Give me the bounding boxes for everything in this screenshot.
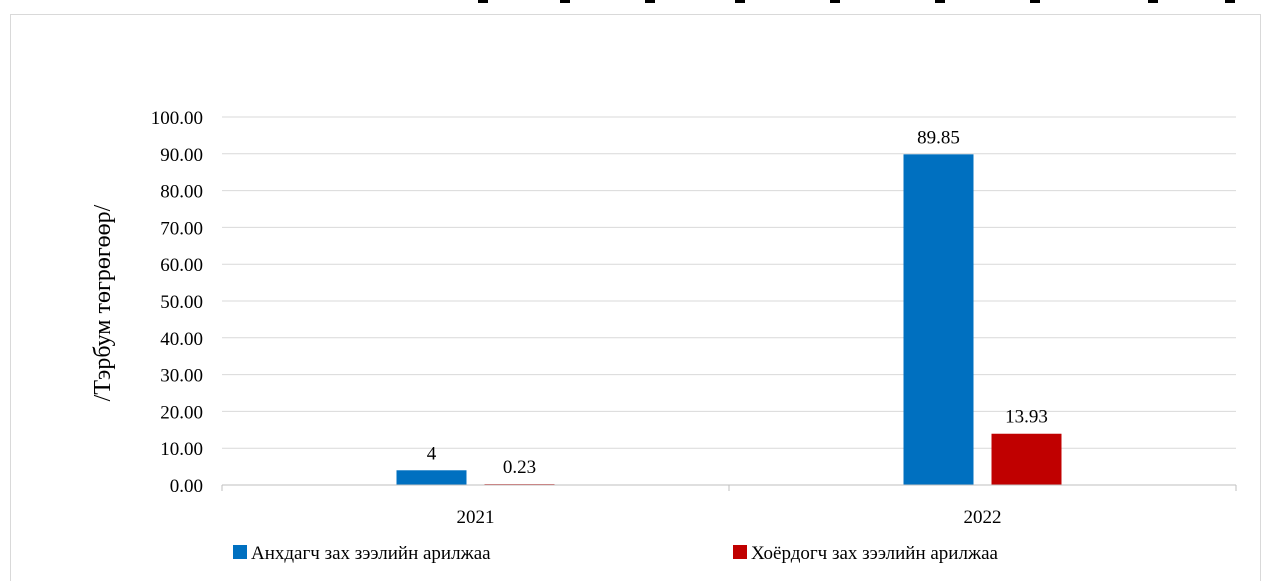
y-tick-label: 40.00	[160, 329, 203, 350]
legend: Анхдагч зах зээлийн арилжаа Хоёрдогч зах …	[233, 543, 999, 564]
data-label: 89.85	[917, 127, 960, 148]
x-axis	[221, 484, 1237, 491]
y-tick-label: 10.00	[160, 439, 203, 460]
data-label: 13.93	[1005, 407, 1048, 428]
legend-label: Хоёрдогч зах зээлийн арилжаа	[751, 543, 999, 564]
y-tick-label: 80.00	[160, 182, 203, 203]
bars	[396, 154, 1062, 486]
legend-swatch	[733, 545, 747, 559]
y-tick-label: 60.00	[160, 255, 203, 276]
x-axis-ticks: 2021 2022	[457, 507, 1002, 528]
chart-frame	[10, 14, 1261, 581]
gridlines	[222, 116, 1236, 449]
x-tick-label: 2022	[964, 507, 1002, 528]
y-tick-label: 20.00	[160, 402, 203, 423]
bar	[903, 154, 974, 486]
data-label: 0.23	[503, 457, 536, 478]
y-tick-label: 0.00	[170, 476, 203, 497]
y-tick-label: 90.00	[160, 145, 203, 166]
y-tick-label: 30.00	[160, 366, 203, 387]
bar	[991, 433, 1062, 485]
y-axis-ticks: 0.00 10.00 20.00 30.00 40.00 50.00 60.00 70.00 8…	[151, 108, 203, 497]
y-tick-label: 70.00	[160, 218, 203, 239]
legend-label: Анхдагч зах зээлийн арилжаа	[251, 543, 491, 564]
y-tick-label: 100.00	[151, 108, 203, 129]
bar	[396, 470, 467, 485]
legend-swatch	[233, 545, 247, 559]
clipped-title-fragment	[478, 0, 1235, 3]
data-label: 4	[427, 443, 437, 464]
x-tick-label: 2021	[457, 507, 495, 528]
data-labels: 4 89.85 0.23 13.93	[427, 127, 1048, 478]
y-axis-title: /Тэрбум төгрөгөөр/	[90, 204, 116, 401]
y-tick-label: 50.00	[160, 292, 203, 313]
